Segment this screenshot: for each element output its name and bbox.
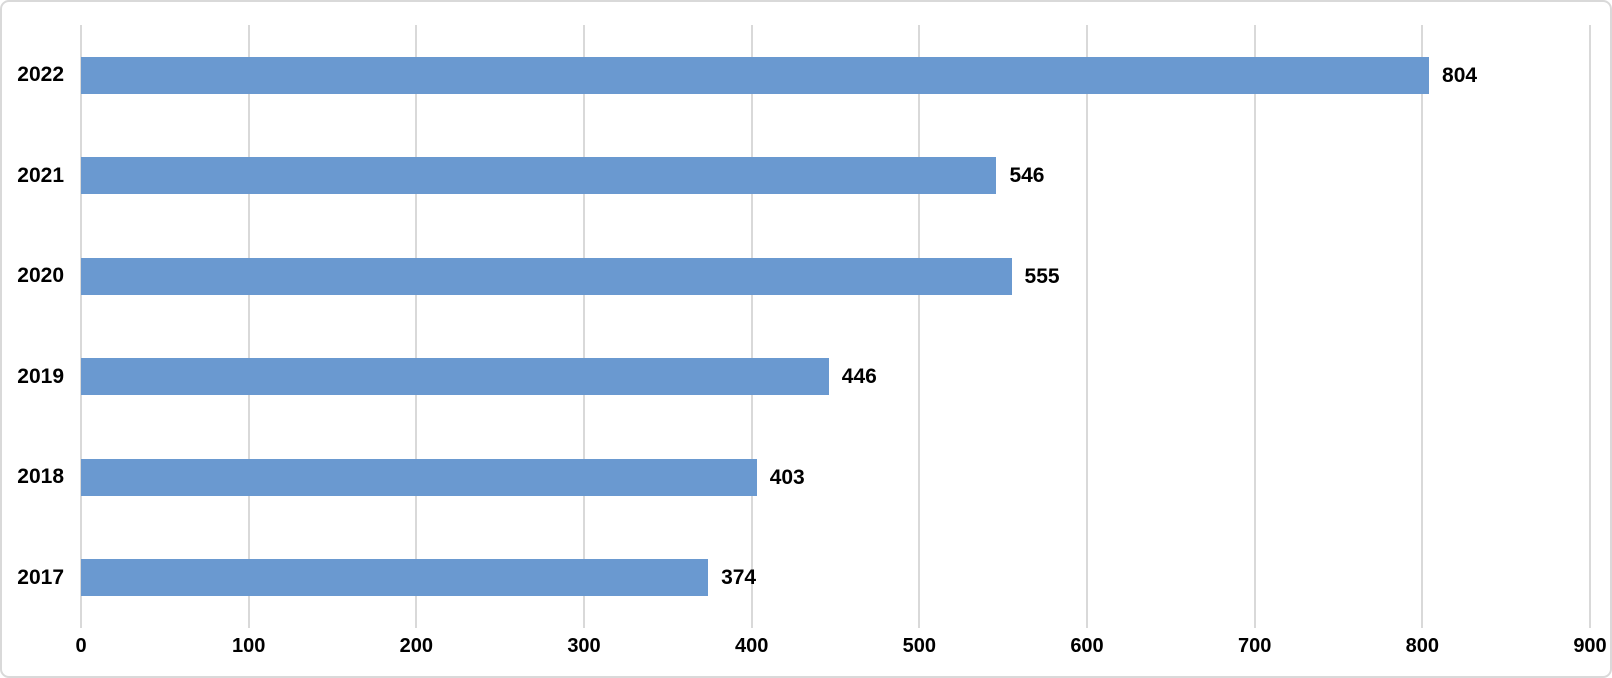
x-tick-label-800: 800 <box>1405 635 1440 657</box>
bar-2018 <box>81 458 757 496</box>
gridline-500 <box>918 25 921 628</box>
bar-2021 <box>81 157 997 195</box>
bar-2022 <box>81 56 1430 94</box>
gridline-600 <box>1086 25 1088 628</box>
x-tick-label-400: 400 <box>734 635 769 657</box>
bar-value-label-2020: 555 <box>1024 264 1060 288</box>
x-tick-label-100: 100 <box>231 635 266 657</box>
bar-2020 <box>81 257 1012 295</box>
y-tick-label-2017: 2017 <box>17 565 64 589</box>
x-tick-label-300: 300 <box>567 635 601 657</box>
plot-area: 804 546 555 446 403 374 <box>80 25 1591 628</box>
x-tick-label-900: 900 <box>1573 635 1607 657</box>
bar-value-label-2018: 403 <box>769 465 805 489</box>
y-tick-label-2020: 2020 <box>17 264 64 288</box>
gridline-400 <box>750 25 753 628</box>
bar-value-label-2021: 546 <box>1009 164 1045 188</box>
x-tick-label-700: 700 <box>1237 635 1272 657</box>
gridline-0 <box>80 25 82 628</box>
gridline-900 <box>1589 25 1591 628</box>
y-tick-label-2021: 2021 <box>17 163 64 187</box>
bar-value-label-2017: 374 <box>721 566 757 590</box>
gridline-100 <box>247 25 250 628</box>
y-tick-label-2019: 2019 <box>17 364 64 388</box>
y-tick-label-2022: 2022 <box>17 63 64 87</box>
x-tick-label-500: 500 <box>902 635 937 657</box>
bar-value-label-2019: 446 <box>841 365 877 389</box>
x-tick-label-0: 0 <box>75 635 87 657</box>
bar-2019 <box>81 358 829 396</box>
y-tick-label-2018: 2018 <box>17 465 64 489</box>
x-tick-label-600: 600 <box>1070 635 1104 657</box>
gridline-200 <box>415 25 418 628</box>
bar-2017 <box>81 559 709 597</box>
bar-value-label-2022: 804 <box>1442 63 1478 87</box>
gridline-700 <box>1253 25 1256 628</box>
x-tick-label-200: 200 <box>399 635 434 657</box>
gridline-300 <box>583 25 585 628</box>
gridline-800 <box>1421 25 1424 628</box>
